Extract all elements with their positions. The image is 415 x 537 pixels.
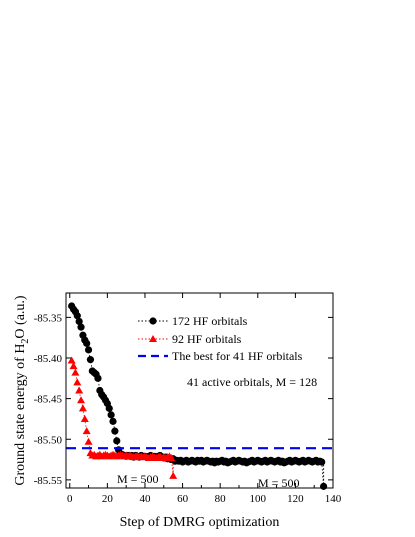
- data-point-92: [78, 404, 87, 412]
- data-point-92: [69, 362, 78, 370]
- data-point-92: [75, 386, 84, 394]
- axis-ticks: 0 20 40 60 80 100 120 140 -85.35 -85.40 -85.45 -85.…: [34, 293, 342, 505]
- data-point-172: [73, 312, 81, 320]
- data-point-172: [84, 346, 93, 354]
- x-tick-label: 40: [139, 493, 151, 505]
- y-tick-label: -85.40: [34, 353, 63, 365]
- data-point-172: [77, 323, 85, 331]
- data-point-92: [167, 453, 176, 461]
- y-axis-title: Ground state energy of H2O (a.u.): [13, 295, 31, 486]
- legend-label-reference: The best for 41 HF orbitals: [172, 349, 303, 363]
- m500-black-label: M = 500: [258, 476, 299, 490]
- data-point-172: [105, 404, 113, 412]
- data-point-172: [83, 339, 91, 347]
- data-point-172: [318, 458, 326, 466]
- x-tick-label: 20: [102, 493, 114, 505]
- legend-marker-92: [149, 335, 157, 342]
- data-point-172: [107, 411, 115, 419]
- y-axis-title-suffix: O (a.u.): [13, 295, 28, 338]
- x-tick-label: 80: [215, 493, 227, 505]
- y-tick-label: -85.35: [34, 312, 63, 324]
- legend-label-92: 92 HF orbitals: [172, 332, 242, 346]
- x-tick-label: 120: [287, 493, 304, 505]
- data-point-172: [94, 374, 102, 382]
- x-tick-label: 100: [250, 493, 267, 505]
- m500-red-label: M = 500: [117, 472, 158, 486]
- y-axis-title-subscript: 2: [20, 339, 31, 344]
- y-tick-label: -85.45: [34, 394, 63, 406]
- x-tick-label: 140: [325, 493, 342, 505]
- data-point-92: [80, 414, 89, 422]
- series-layer: [67, 302, 328, 490]
- x-axis-title: Step of DMRG optimization: [120, 515, 280, 530]
- data-point-92: [84, 437, 93, 445]
- x-tick-label: 0: [67, 493, 73, 505]
- data-point-92: [77, 396, 86, 404]
- x-tick-label: 60: [177, 493, 189, 505]
- legend-marker-172: [149, 317, 157, 325]
- data-point-172: [113, 437, 121, 445]
- plot-frame: [65, 292, 334, 489]
- data-point-172: [86, 356, 95, 364]
- data-point-92: [73, 378, 82, 386]
- data-point-172: [109, 417, 117, 425]
- data-point-92: [82, 427, 91, 435]
- info-annotation: 41 active orbitals, M = 128: [187, 375, 317, 389]
- y-tick-label: -85.50: [34, 434, 63, 446]
- legend: 172 HF orbitals 92 HF orbitals The best …: [138, 314, 303, 363]
- data-point-92: [67, 356, 76, 364]
- legend-label-172: 172 HF orbitals: [172, 314, 248, 328]
- y-tick-label: -85.55: [34, 475, 63, 487]
- data-point-172: [75, 317, 83, 326]
- data-point-172: [111, 427, 119, 435]
- y-axis-title-prefix: Ground state energy of H: [13, 344, 28, 486]
- data-point-92: [71, 368, 80, 376]
